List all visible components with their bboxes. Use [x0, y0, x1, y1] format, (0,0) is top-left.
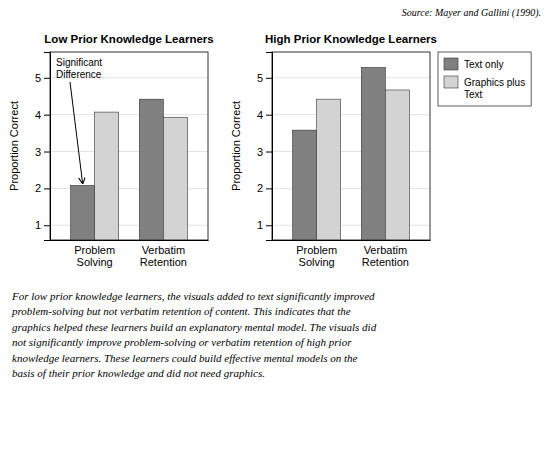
- y-axis-title: Proportion Correct: [8, 101, 20, 191]
- y-tick-label: 2: [257, 182, 263, 194]
- y-tick: 4: [35, 109, 50, 121]
- chart: 1 2 3 4 5 ProblemSolving VerbatimRetention Low …: [8, 33, 214, 268]
- y-tick-label: 5: [35, 72, 41, 84]
- bar: [317, 99, 341, 240]
- x-tick-label-line: Verbatim: [142, 244, 185, 256]
- bar: [385, 90, 409, 240]
- y-axis-line: [266, 53, 273, 241]
- y-axis: 1 2 3 4 5: [257, 53, 273, 241]
- x-axis: ProblemSolving VerbatimRetention: [273, 241, 431, 269]
- caption-line: problem-solving but not verbatim retenti…: [11, 305, 351, 317]
- legend-label-line: Graphics plus: [464, 77, 525, 88]
- legend-swatch: [444, 58, 458, 70]
- plot-frame: [272, 52, 430, 240]
- legend-frame: [438, 52, 531, 106]
- x-tick-label: VerbatimRetention: [140, 244, 187, 269]
- y-tick-mark: [44, 78, 50, 79]
- y-tick-mark: [44, 225, 50, 226]
- caption: For low prior knowledge learners, the vi…: [11, 290, 377, 379]
- y-axis-title: Proportion Correct: [230, 101, 242, 191]
- y-tick: 5: [35, 72, 50, 84]
- caption-line: For low prior knowledge learners, the vi…: [11, 290, 375, 302]
- annotation-line: Significant: [56, 57, 102, 68]
- legend: Text only Graphics plusText: [438, 52, 531, 106]
- caption-line: not significantly improve problem-solvin…: [12, 336, 352, 348]
- figure: Source: Mayer and Gallini (1990). 1 2 3 4 5 Pr…: [0, 0, 549, 466]
- y-tick-mark: [266, 188, 272, 189]
- y-tick-label: 2: [35, 182, 41, 194]
- y-tick-mark: [44, 188, 50, 189]
- y-tick: 1: [257, 219, 272, 231]
- x-tick-label: ProblemSolving: [296, 244, 337, 269]
- caption-line: graphics helped these learners build an …: [12, 321, 377, 333]
- bar: [95, 112, 119, 240]
- y-tick-label: 4: [35, 109, 41, 121]
- bars: [293, 67, 410, 240]
- y-tick: 3: [35, 146, 50, 158]
- chart-title: High Prior Knowledge Learners: [265, 33, 437, 45]
- legend-label: Text only: [464, 59, 503, 70]
- legend-label: Graphics plusText: [464, 77, 525, 100]
- x-axis: ProblemSolving VerbatimRetention: [51, 241, 209, 269]
- x-tick: ProblemSolving: [296, 244, 337, 269]
- legend-label-line: Text only: [464, 59, 503, 70]
- chart-title: Low Prior Knowledge Learners: [44, 33, 213, 45]
- y-tick-mark: [266, 115, 272, 116]
- x-tick-label-line: Retention: [140, 256, 187, 268]
- chart: 1 2 3 4 5 ProblemSolving VerbatimRetention High…: [230, 33, 531, 268]
- bar: [139, 99, 163, 240]
- y-tick-mark: [44, 115, 50, 116]
- y-tick: 5: [257, 72, 272, 84]
- y-tick: 4: [257, 109, 272, 121]
- caption-line: basis of their prior knowledge and did n…: [12, 367, 265, 379]
- y-tick-label: 1: [257, 219, 263, 231]
- x-tick-label-line: Solving: [77, 256, 113, 268]
- bar: [71, 185, 95, 240]
- grid-line: [272, 77, 430, 78]
- bars: [71, 99, 188, 240]
- y-tick-label: 3: [257, 146, 263, 158]
- y-tick-label: 3: [35, 146, 41, 158]
- legend-label-line: Text: [464, 89, 483, 100]
- legend-swatch: [444, 76, 458, 88]
- x-tick-label-line: Retention: [362, 256, 409, 268]
- annotation-arrow: [70, 82, 83, 183]
- x-tick-label: ProblemSolving: [74, 244, 115, 269]
- y-axis: 1 2 3 4 5: [35, 53, 51, 241]
- x-tick-label-line: Solving: [299, 256, 335, 268]
- x-tick: ProblemSolving: [74, 244, 115, 269]
- x-tick-label: VerbatimRetention: [362, 244, 409, 269]
- y-tick-mark: [266, 78, 272, 79]
- y-tick-label: 1: [35, 219, 41, 231]
- y-tick-mark: [44, 152, 50, 153]
- x-tick-label-line: Problem: [74, 244, 115, 256]
- x-tick: VerbatimRetention: [140, 244, 187, 269]
- bar: [163, 117, 187, 240]
- bar: [361, 67, 385, 240]
- y-axis-line: [44, 53, 51, 241]
- annotation-line: Difference: [56, 69, 102, 80]
- x-axis-line: [51, 240, 209, 241]
- y-tick: 1: [35, 219, 50, 231]
- x-axis-line: [273, 240, 431, 241]
- plot-frame: [50, 52, 208, 240]
- y-tick-mark: [266, 225, 272, 226]
- source: Source: Mayer and Gallini (1990).: [402, 7, 541, 19]
- x-tick-label-line: Problem: [296, 244, 337, 256]
- y-tick: 2: [257, 182, 272, 194]
- bar: [293, 130, 317, 240]
- y-tick-label: 5: [257, 72, 263, 84]
- x-tick: VerbatimRetention: [362, 244, 409, 269]
- caption-line: knowledge learners. These learners could…: [12, 352, 358, 364]
- x-tick-label-line: Verbatim: [364, 244, 407, 256]
- y-tick: 3: [257, 146, 272, 158]
- y-tick: 2: [35, 182, 50, 194]
- annotation: SignificantDifference: [56, 57, 102, 80]
- y-tick-label: 4: [257, 109, 263, 121]
- y-tick-mark: [266, 152, 272, 153]
